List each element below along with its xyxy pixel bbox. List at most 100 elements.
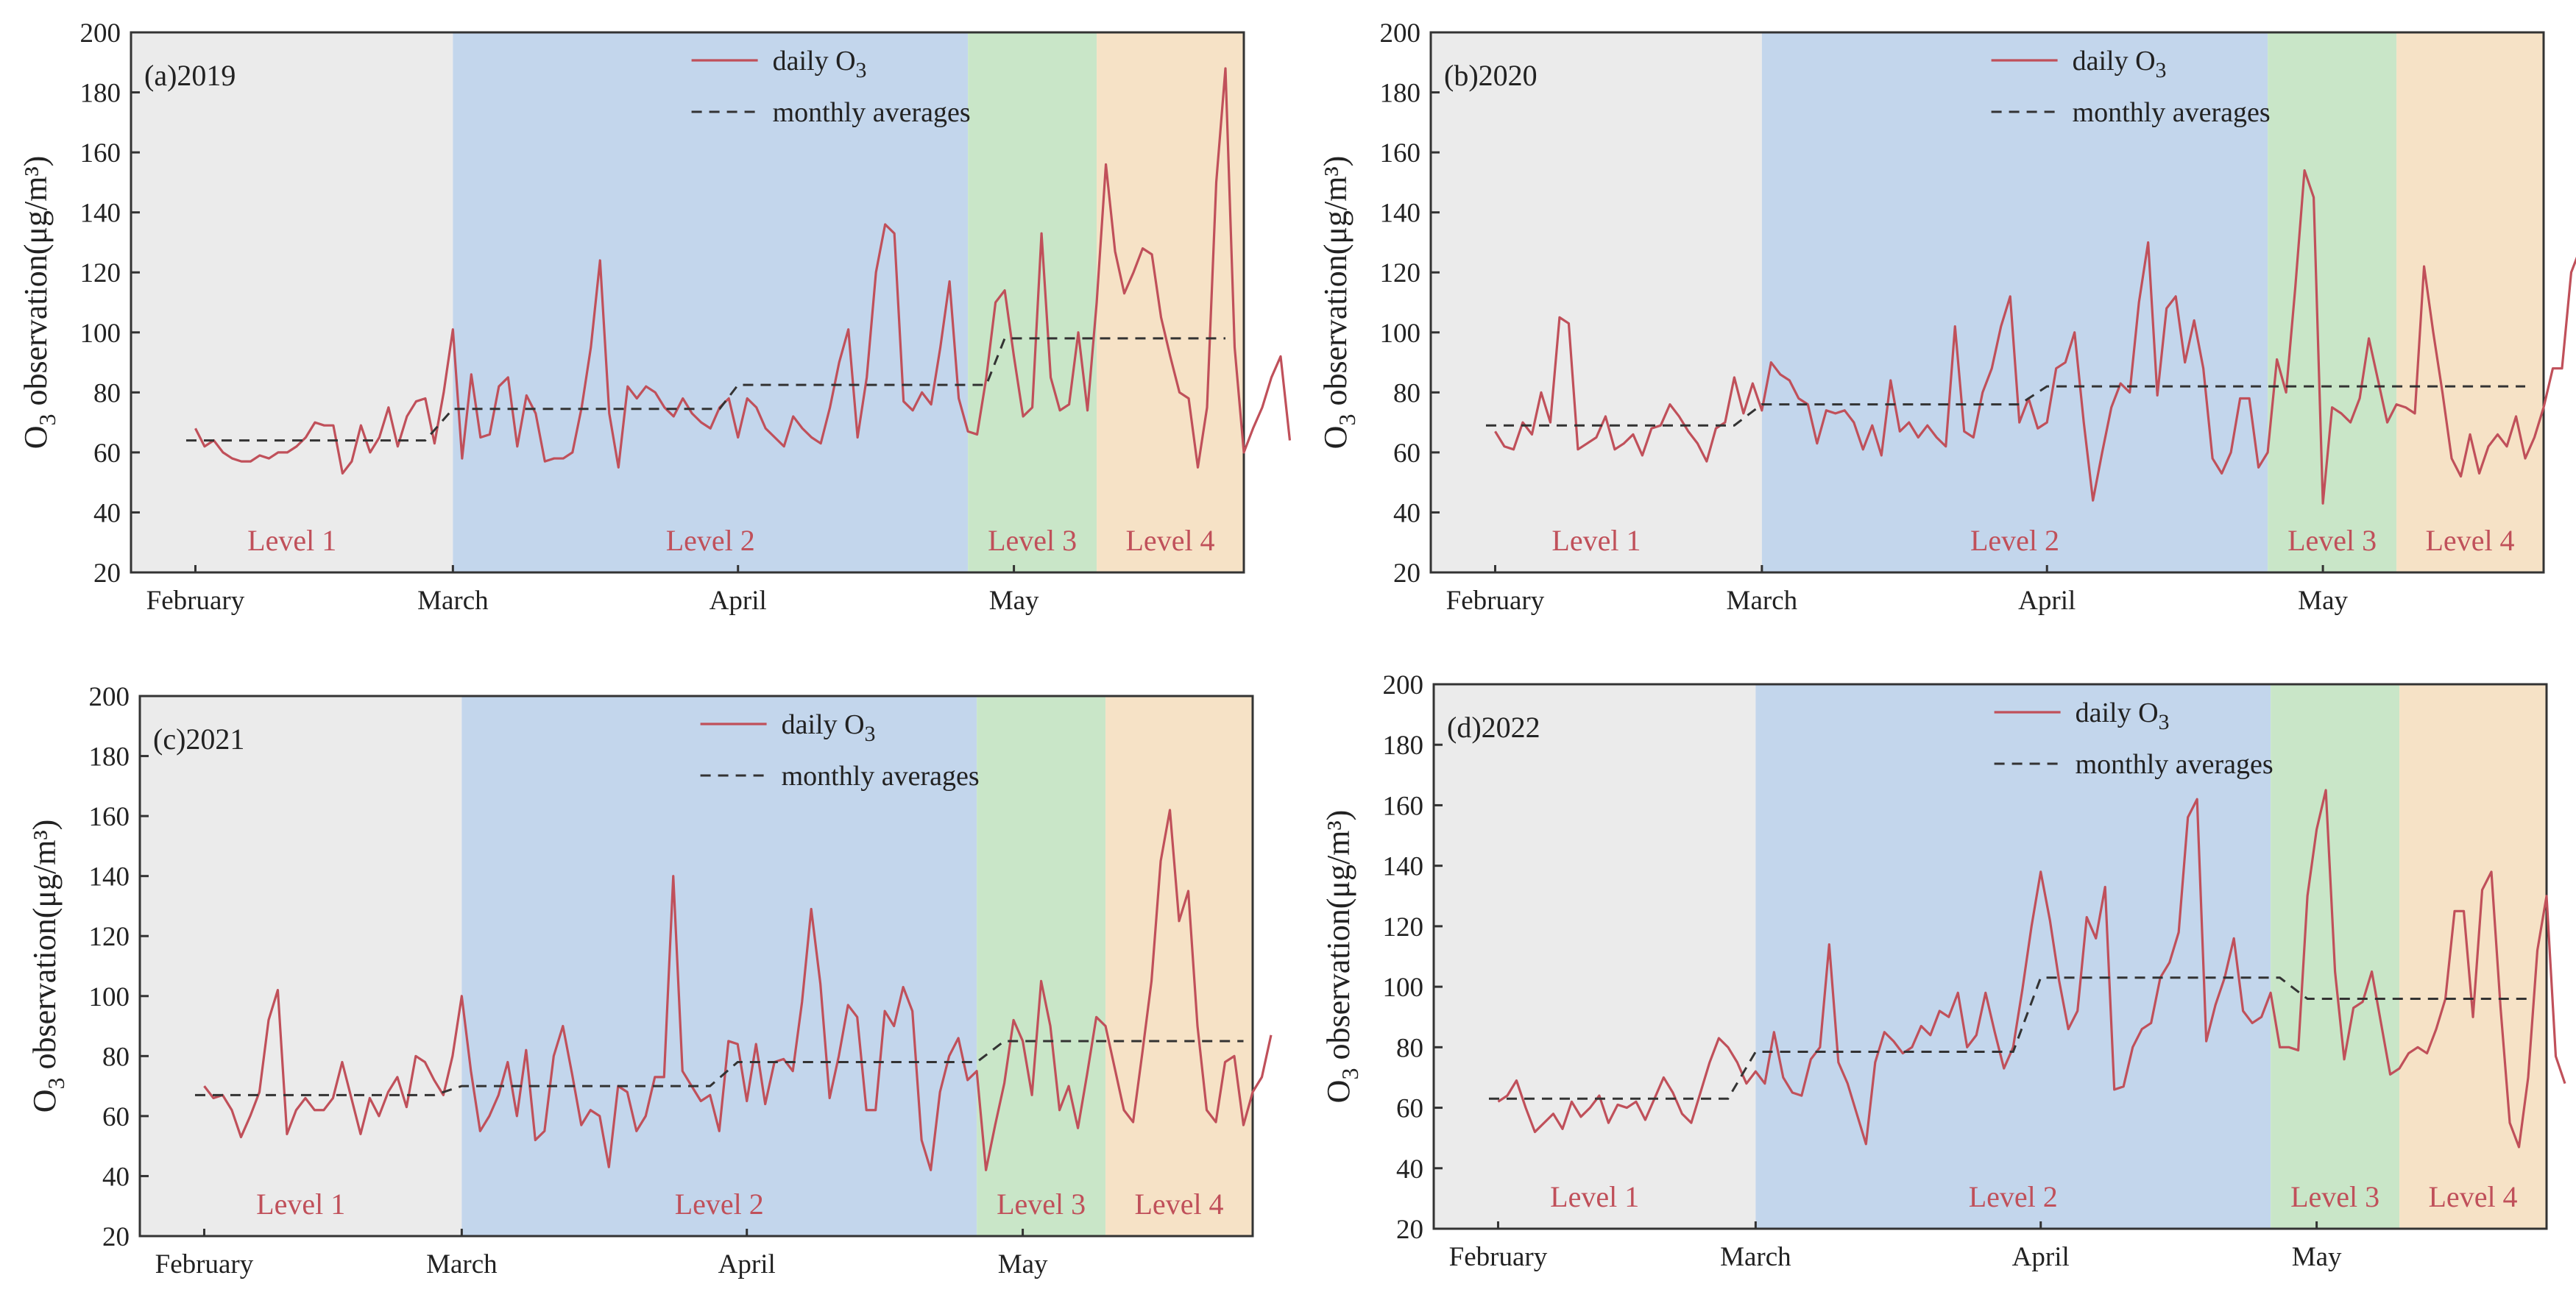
legend-daily-label: daily O3 (2073, 46, 2167, 82)
y-tick-label: 200 (80, 18, 121, 49)
panel-label: (a)2019 (144, 59, 236, 92)
level-label-4: Level 4 (1135, 1188, 1224, 1221)
y-tick-label: 120 (1380, 258, 1421, 288)
y-tick-label: 120 (89, 922, 130, 952)
level-band-4 (1105, 696, 1253, 1236)
panel-label: (d)2022 (1447, 711, 1540, 744)
y-tick-label: 80 (1393, 378, 1420, 408)
level-label-2: Level 2 (675, 1188, 764, 1221)
x-tick-label: May (2298, 586, 2348, 616)
level-band-4 (2399, 684, 2547, 1229)
legend-monthly-label: monthly averages (2073, 97, 2271, 128)
x-tick-label: April (2018, 586, 2076, 616)
y-tick-label: 80 (102, 1042, 130, 1072)
y-axis-label: O3 observation(μg/m³) (18, 156, 60, 450)
panel-label: (c)2021 (153, 723, 244, 756)
legend-monthly-label: monthly averages (2076, 749, 2274, 780)
level-band-3 (977, 696, 1106, 1236)
level-label-3: Level 3 (997, 1188, 1086, 1221)
x-tick-label: May (998, 1249, 1048, 1279)
y-tick-label: 200 (1380, 18, 1421, 49)
y-tick-label: 160 (1380, 138, 1421, 168)
panel-label: (b)2020 (1444, 59, 1538, 92)
level-label-4: Level 4 (2429, 1180, 2518, 1213)
x-tick-label: March (1720, 1242, 1791, 1272)
chart-panel-2: Level 1 Level 2 Level 3 Level 4 20 40 60 80 100 1… (1317, 18, 2576, 616)
y-tick-label: 20 (1393, 558, 1420, 589)
level-label-1: Level 1 (256, 1188, 345, 1221)
monthly-average-line (1485, 385, 2526, 427)
y-tick-label: 160 (1383, 791, 1424, 821)
y-tick-label: 120 (80, 258, 121, 288)
y-tick-label: 100 (80, 319, 121, 349)
x-tick-label: February (1449, 1242, 1548, 1272)
level-band-3 (2268, 32, 2397, 572)
x-tick-label: April (718, 1249, 776, 1279)
y-tick-label: 140 (89, 862, 130, 892)
level-label-4: Level 4 (1126, 524, 1215, 557)
y-tick-label: 120 (1383, 912, 1424, 943)
y-tick-label: 140 (1383, 852, 1424, 882)
level-band-1 (1434, 684, 1756, 1229)
monthly-average-line (194, 1040, 1244, 1096)
x-tick-label: February (146, 586, 245, 616)
legend-monthly-label: monthly averages (773, 97, 971, 128)
x-tick-label: April (2012, 1242, 2070, 1272)
y-tick-label: 180 (1380, 79, 1421, 109)
level-band-4 (1097, 32, 1244, 572)
y-axis-label: O3 observation(μg/m³) (26, 820, 69, 1113)
level-label-4: Level 4 (2426, 524, 2515, 557)
y-tick-label: 40 (1396, 1154, 1423, 1185)
y-tick-label: 180 (89, 742, 130, 773)
y-tick-label: 200 (1383, 670, 1424, 700)
legend-monthly-label: monthly averages (782, 761, 980, 792)
y-tick-label: 180 (80, 79, 121, 109)
y-tick-label: 40 (102, 1162, 130, 1192)
daily-o3-line (194, 67, 1292, 475)
chart-panel-1: Level 1 Level 2 Level 3 Level 4 20 40 60 80 100 1… (18, 18, 1292, 616)
y-tick-label: 160 (89, 802, 130, 832)
plot-frame (130, 31, 1245, 574)
level-label-1: Level 1 (1551, 524, 1641, 557)
level-band-2 (453, 32, 969, 572)
y-tick-label: 100 (89, 982, 130, 1012)
y-tick-label: 80 (1396, 1033, 1423, 1063)
level-band-2 (461, 696, 977, 1236)
legend-daily-label: daily O3 (2076, 698, 2170, 734)
y-axis-label: O3 observation(μg/m³) (1317, 156, 1360, 450)
level-band-1 (131, 32, 453, 572)
level-label-1: Level 1 (1550, 1180, 1639, 1213)
level-band-3 (968, 32, 1097, 572)
level-band-1 (1431, 32, 1762, 572)
plot-frame (1432, 683, 2548, 1230)
y-tick-label: 140 (1380, 199, 1421, 229)
y-tick-label: 160 (80, 138, 121, 168)
legend-daily-label: daily O3 (782, 709, 876, 746)
y-tick-label: 60 (93, 439, 121, 469)
x-tick-label: May (989, 586, 1039, 616)
level-band-1 (140, 696, 462, 1236)
y-axis-label: O3 observation(μg/m³) (1320, 810, 1363, 1104)
x-tick-label: February (155, 1249, 254, 1279)
y-tick-label: 40 (93, 498, 121, 528)
plot-frame (1429, 31, 2545, 574)
x-tick-label: March (426, 1249, 498, 1279)
level-label-1: Level 1 (247, 524, 336, 557)
y-tick-label: 40 (1393, 498, 1420, 528)
level-band-2 (1755, 684, 2271, 1229)
y-tick-label: 80 (93, 378, 121, 408)
y-tick-label: 20 (102, 1222, 130, 1252)
y-tick-label: 60 (1393, 439, 1420, 469)
legend-daily-label: daily O3 (773, 46, 867, 82)
monthly-average-line (1488, 976, 2529, 1100)
level-band-2 (1761, 32, 2268, 572)
y-tick-label: 60 (102, 1102, 130, 1132)
x-tick-label: March (417, 586, 489, 616)
x-tick-label: May (2292, 1242, 2342, 1272)
level-band-4 (2396, 32, 2544, 572)
level-label-2: Level 2 (1969, 1180, 2058, 1213)
y-tick-label: 20 (93, 558, 121, 589)
level-label-2: Level 2 (666, 524, 755, 557)
level-label-3: Level 3 (2287, 524, 2377, 557)
